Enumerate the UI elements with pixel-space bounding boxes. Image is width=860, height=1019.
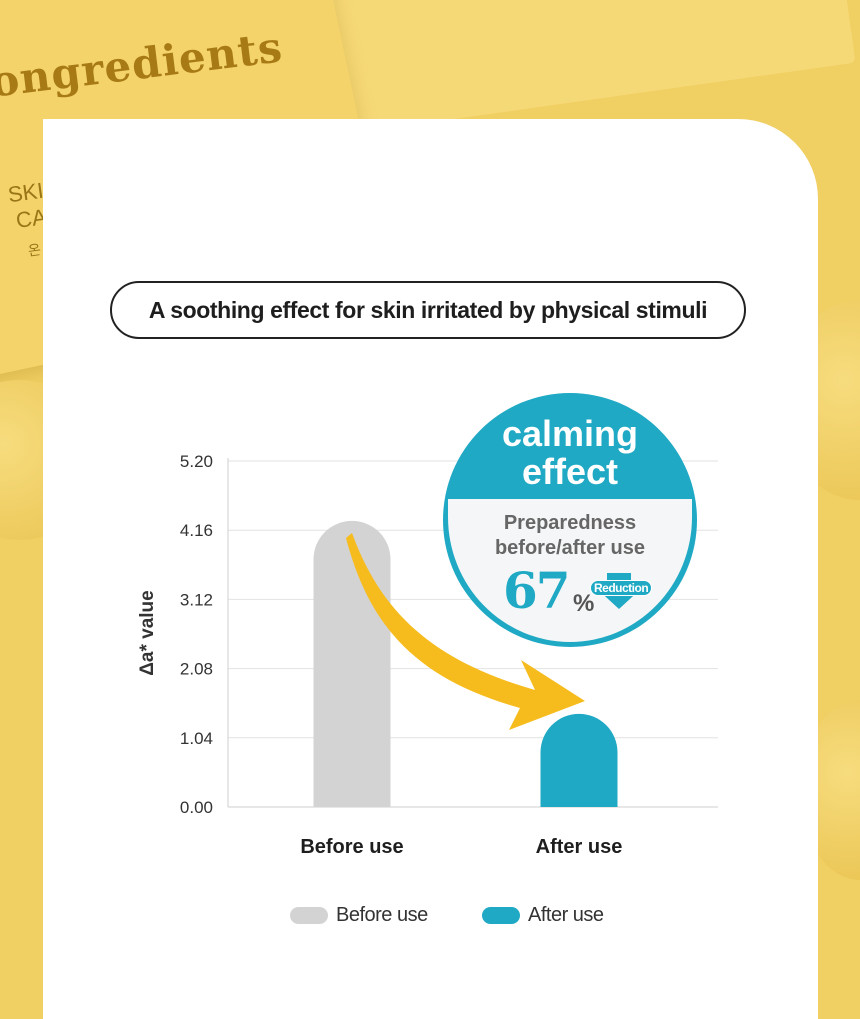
badge-title: calming effect — [443, 393, 697, 499]
percent-sign: % — [573, 590, 595, 617]
bar-after-use — [540, 713, 618, 807]
x-category-label: Before use — [300, 836, 403, 858]
decrease-arrow — [346, 533, 585, 730]
legend-item-before: Before use — [290, 904, 428, 927]
y-tick-label: 3.12 — [180, 590, 213, 609]
percent-value: 67 — [503, 561, 571, 620]
y-tick-label: 1.04 — [180, 729, 213, 748]
legend-label: After use — [528, 904, 604, 926]
y-axis-label: Δa* value — [137, 590, 158, 675]
calming-effect-badge: calming effect Preparedness before/after… — [443, 393, 697, 647]
x-axis-labels: Before use After use — [300, 836, 622, 858]
content-card — [43, 119, 818, 1019]
legend-swatch — [290, 907, 328, 924]
y-tick-label: 5.20 — [180, 452, 213, 471]
y-tick-label: 0.00 — [180, 798, 213, 817]
bar-before-use — [313, 520, 391, 807]
badge-subtitle-line: before/after use — [494, 537, 646, 559]
bar-chart: 5.20 4.16 3.12 2.08 1.04 0.00 Δa* value Befor… — [137, 452, 718, 858]
reduction-tag: Reduction — [590, 580, 653, 596]
legend-swatch — [482, 907, 520, 924]
chart-title: A soothing effect for skin irritated by … — [110, 281, 746, 339]
badge-subtitle-line: Preparedness — [503, 512, 637, 534]
x-category-label: After use — [536, 836, 623, 858]
badge-title-line: effect — [521, 451, 619, 492]
legend-label: Before use — [336, 904, 428, 926]
y-tick-label: 4.16 — [180, 521, 213, 540]
legend-item-after: After use — [482, 904, 604, 927]
y-axis-ticks: 5.20 4.16 3.12 2.08 1.04 0.00 — [180, 452, 213, 817]
y-tick-label: 2.08 — [180, 660, 213, 679]
legend: Before use After use — [0, 904, 860, 932]
badge-title-line: calming — [501, 413, 639, 454]
badge-subtitle: Preparedness before/after use — [443, 511, 697, 561]
